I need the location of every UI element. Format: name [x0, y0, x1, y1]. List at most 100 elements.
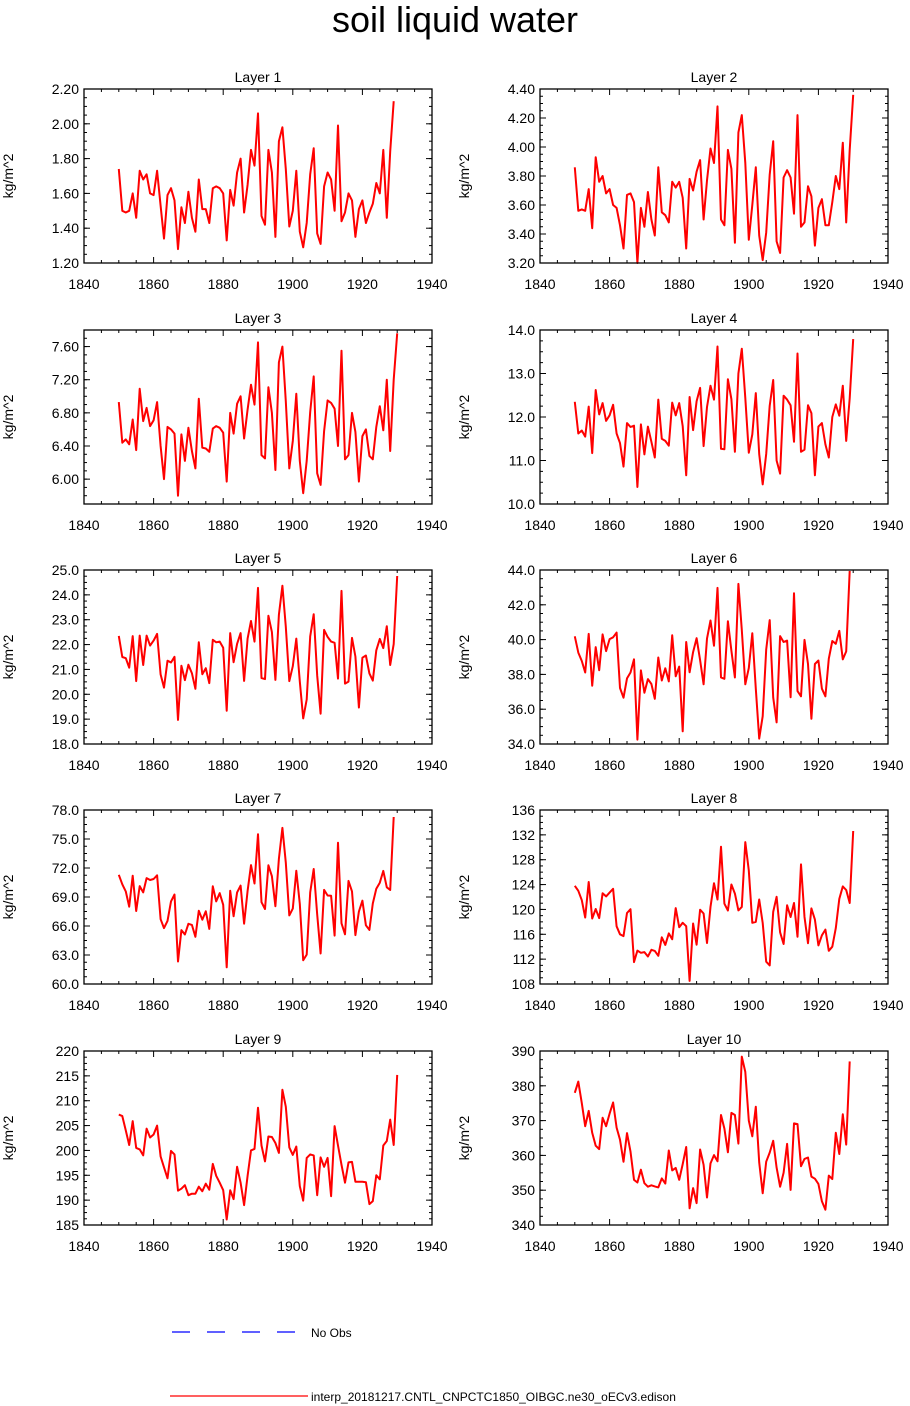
y-tick-label: 42.0: [508, 597, 535, 613]
x-tick-label: 1940: [416, 757, 447, 773]
panel-title: Layer 8: [691, 790, 738, 806]
y-tick-label: 72.0: [52, 860, 79, 876]
y-tick-label: 350: [512, 1182, 536, 1198]
y-tick-label: 36.0: [508, 701, 535, 717]
y-tick-label: 13.0: [508, 366, 535, 382]
x-tick-label: 1880: [664, 517, 695, 533]
y-tick-label: 6.80: [52, 405, 79, 421]
y-axis-label: kg/m^2: [0, 874, 16, 919]
x-tick-label: 1920: [803, 276, 834, 292]
y-axis-label: kg/m^2: [456, 634, 472, 679]
y-axis-label: kg/m^2: [456, 874, 472, 919]
y-tick-label: 7.60: [52, 339, 79, 355]
y-tick-label: 6.00: [52, 471, 79, 487]
y-tick-label: 12.0: [508, 409, 535, 425]
x-tick-label: 1860: [594, 1238, 625, 1254]
series-line-layer-7: [117, 816, 395, 969]
y-tick-label: 75.0: [52, 831, 79, 847]
y-tick-label: 14.0: [508, 322, 535, 338]
y-tick-label: 63.0: [52, 947, 79, 963]
y-tick-label: 7.20: [52, 372, 79, 388]
panel-title: Layer 5: [235, 550, 282, 566]
y-tick-label: 24.0: [52, 587, 79, 603]
panel-layer-8: Layer 8 kg/m^2 1840 1860 1880 1900 1920 1940 108…: [456, 790, 904, 1013]
y-tick-label: 22.0: [52, 637, 79, 653]
x-tick-label: 1840: [68, 757, 99, 773]
x-tick-label: 1940: [872, 276, 903, 292]
y-tick-label: 120: [512, 901, 536, 917]
x-tick-label: 1840: [524, 517, 555, 533]
y-tick-label: 34.0: [508, 736, 535, 752]
legend: No Obs interp_20181217.CNTL_CNPCTC1850_O…: [170, 1326, 676, 1404]
y-tick-label: 78.0: [52, 802, 79, 818]
x-tick-label: 1920: [803, 997, 834, 1013]
series-line-layer-5: [117, 575, 399, 721]
x-tick-label: 1900: [277, 757, 308, 773]
x-tick-label: 1880: [208, 1238, 239, 1254]
x-tick-label: 1920: [347, 517, 378, 533]
x-tick-label: 1840: [68, 1238, 99, 1254]
x-tick-label: 1940: [872, 997, 903, 1013]
x-tick-label: 1880: [208, 997, 239, 1013]
panel-title: Layer 9: [235, 1031, 282, 1047]
y-tick-label: 23.0: [52, 612, 79, 628]
y-tick-label: 1.20: [52, 255, 79, 271]
x-tick-label: 1880: [664, 757, 695, 773]
series-line-layer-3: [117, 333, 399, 497]
x-tick-label: 1880: [664, 276, 695, 292]
y-axis-label: kg/m^2: [456, 394, 472, 439]
panel-title: Layer 6: [691, 550, 738, 566]
series-line-layer-2: [573, 94, 855, 264]
series-line-layer-10: [573, 1055, 851, 1211]
y-tick-label: 40.0: [508, 632, 535, 648]
x-tick-label: 1920: [347, 757, 378, 773]
y-tick-label: 69.0: [52, 889, 79, 905]
x-tick-label: 1920: [347, 1238, 378, 1254]
y-tick-label: 220: [56, 1043, 80, 1059]
x-tick-label: 1900: [733, 517, 764, 533]
x-tick-label: 1860: [138, 997, 169, 1013]
y-tick-label: 4.00: [508, 139, 535, 155]
y-tick-label: 136: [512, 802, 536, 818]
panel-layer-9: Layer 9 kg/m^2 1840 1860 1880 1900 1920 1940 185…: [0, 1031, 448, 1254]
x-tick-label: 1840: [68, 997, 99, 1013]
y-tick-label: 25.0: [52, 562, 79, 578]
y-tick-label: 205: [56, 1118, 80, 1134]
y-tick-label: 340: [512, 1217, 536, 1233]
panel-title: Layer 7: [235, 790, 282, 806]
series-line-layer-4: [573, 339, 855, 488]
y-tick-label: 3.60: [508, 197, 535, 213]
plot-frame: [83, 569, 433, 745]
y-tick-label: 108: [512, 976, 536, 992]
y-axis-label: kg/m^2: [0, 1115, 16, 1160]
x-tick-label: 1920: [803, 1238, 834, 1254]
panel-layer-5: Layer 5 kg/m^2 1840 1860 1880 1900 1920 1940 18.…: [0, 550, 448, 773]
x-tick-label: 1840: [524, 276, 555, 292]
x-tick-label: 1860: [594, 517, 625, 533]
y-tick-label: 190: [56, 1192, 80, 1208]
plot-frame: [539, 1050, 889, 1226]
x-tick-label: 1920: [803, 757, 834, 773]
legend-obs-label: No Obs: [311, 1326, 352, 1340]
y-tick-label: 3.80: [508, 168, 535, 184]
y-tick-label: 60.0: [52, 976, 79, 992]
y-tick-label: 20.0: [52, 686, 79, 702]
y-tick-label: 3.40: [508, 226, 535, 242]
y-tick-label: 185: [56, 1217, 80, 1233]
y-tick-label: 380: [512, 1078, 536, 1094]
x-tick-label: 1860: [138, 517, 169, 533]
panel-layer-2: Layer 2 kg/m^2 1840 1860 1880 1900 1920 1940 3.2…: [456, 69, 904, 292]
y-tick-label: 1.40: [52, 220, 79, 236]
plot-frame: [539, 809, 889, 985]
y-tick-label: 11.0: [509, 453, 535, 469]
plot-frame: [83, 1050, 433, 1226]
y-tick-label: 1.80: [52, 151, 79, 167]
x-tick-label: 1940: [416, 1238, 447, 1254]
panel-title: Layer 2: [691, 69, 738, 85]
series-line-layer-1: [117, 101, 395, 251]
x-tick-label: 1900: [733, 757, 764, 773]
y-tick-label: 128: [512, 852, 536, 868]
panel-layer-3: Layer 3 kg/m^2 1840 1860 1880 1900 1920 1940 6.0…: [0, 310, 448, 533]
y-tick-label: 124: [512, 877, 536, 893]
